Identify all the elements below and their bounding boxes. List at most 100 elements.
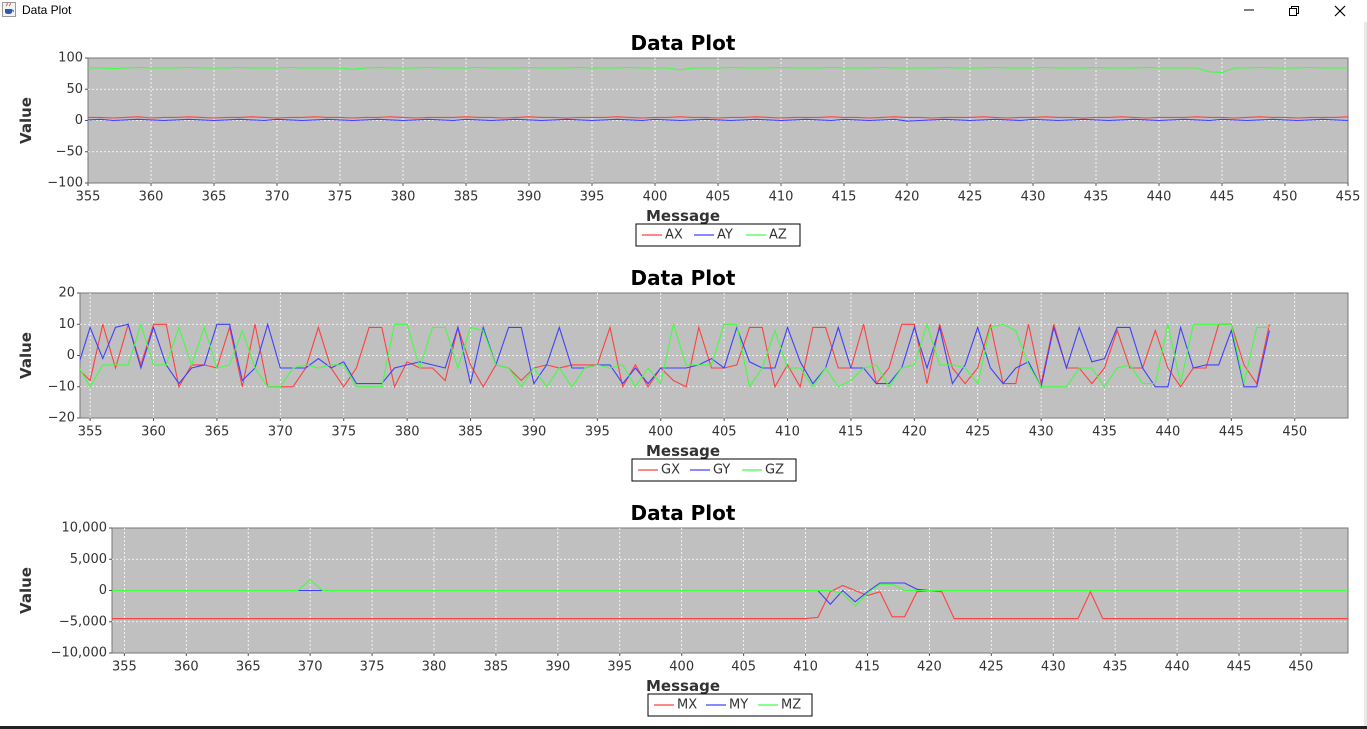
x-tick-label: 430 xyxy=(1041,660,1066,675)
legend-label: MY xyxy=(729,698,748,713)
y-axis-label: Value xyxy=(17,332,35,379)
x-tick-label: 420 xyxy=(917,660,942,675)
x-tick-label: 430 xyxy=(1029,425,1054,440)
x-tick-label: 395 xyxy=(580,190,605,205)
x-tick-label: 410 xyxy=(775,425,800,440)
x-tick-label: 390 xyxy=(545,660,570,675)
x-axis-label: Message xyxy=(646,677,720,695)
legend-box xyxy=(631,458,797,482)
x-tick-label: 455 xyxy=(1336,190,1361,205)
x-tick-label: 355 xyxy=(78,425,103,440)
y-tick-label: 20 xyxy=(58,286,75,301)
legend-box xyxy=(635,223,801,247)
x-tick-label: 425 xyxy=(979,660,1004,675)
x-tick-label: 380 xyxy=(422,660,447,675)
x-tick-label: 395 xyxy=(585,425,610,440)
x-tick-label: 395 xyxy=(607,660,632,675)
x-tick-label: 415 xyxy=(855,660,880,675)
x-tick-label: 365 xyxy=(205,425,230,440)
x-tick-label: 385 xyxy=(454,190,479,205)
legend: MX MY MZ xyxy=(647,693,813,717)
x-axis-label: Message xyxy=(646,442,720,460)
x-tick-label: 390 xyxy=(522,425,547,440)
legend-label: AY xyxy=(717,228,733,243)
minimize-button[interactable] xyxy=(1226,0,1272,22)
x-tick-label: 365 xyxy=(202,190,227,205)
chart-3: Data Plot 10,000 5,000 0 −5,000 −10,000 355 360… xyxy=(17,501,1349,717)
series-line-gy xyxy=(80,322,1270,389)
y-tick-label: 10,000 xyxy=(62,521,108,536)
x-tick-label: 400 xyxy=(643,190,668,205)
x-tick-label: 360 xyxy=(174,660,199,675)
x-tick-label: 450 xyxy=(1273,190,1298,205)
legend-label: MZ xyxy=(781,698,801,713)
x-tick-label: 370 xyxy=(298,660,323,675)
legend: GX GY GZ xyxy=(631,458,797,482)
x-tick-label: 385 xyxy=(484,660,509,675)
series-group xyxy=(88,66,1348,122)
chart-title: Data Plot xyxy=(631,501,736,525)
y-tick-label: −20 xyxy=(48,411,75,426)
legend-box xyxy=(647,693,813,717)
series-group xyxy=(80,322,1270,389)
y-tick-label: −100 xyxy=(47,176,83,191)
x-tick-label: 375 xyxy=(331,425,356,440)
y-tick-label: −50 xyxy=(56,144,83,159)
y-tick-label: 0 xyxy=(99,583,107,598)
x-tick-label: 425 xyxy=(965,425,990,440)
x-tick-label: 390 xyxy=(517,190,542,205)
window-titlebar: Data Plot xyxy=(0,0,1367,22)
y-tick-label: −10 xyxy=(48,379,75,394)
x-tick-label: 445 xyxy=(1219,425,1244,440)
x-tick-label: 375 xyxy=(360,660,385,675)
series-line-ax xyxy=(88,116,1348,119)
legend-label: AX xyxy=(665,228,683,243)
x-tick-label: 370 xyxy=(268,425,293,440)
series-line-ay xyxy=(88,118,1348,122)
x-axis-label: Message xyxy=(646,207,720,225)
x-tick-label: 380 xyxy=(395,425,420,440)
legend-label: GY xyxy=(713,463,730,478)
x-tick-label: 365 xyxy=(236,660,261,675)
y-axis-label: Value xyxy=(17,567,35,614)
legend-label: GX xyxy=(661,463,680,478)
series-line-mz xyxy=(112,579,1348,607)
x-tick-label: 435 xyxy=(1092,425,1117,440)
series-line-gz xyxy=(80,322,1270,389)
close-button[interactable] xyxy=(1317,0,1363,22)
x-tick-label: 445 xyxy=(1210,190,1235,205)
window-title: Data Plot xyxy=(22,3,72,17)
x-tick-label: 410 xyxy=(769,190,794,205)
y-tick-label: 10 xyxy=(58,317,75,332)
x-tick-label: 415 xyxy=(832,190,857,205)
x-tick-label: 440 xyxy=(1147,190,1172,205)
x-tick-label: 370 xyxy=(265,190,290,205)
vertical-scrollbar[interactable] xyxy=(1364,22,1367,727)
y-tick-label: 5,000 xyxy=(70,552,107,567)
legend: AX AY AZ xyxy=(635,223,801,247)
grid xyxy=(88,58,1348,183)
x-tick-label: 360 xyxy=(141,425,166,440)
x-tick-label: 420 xyxy=(895,190,920,205)
chart-title: Data Plot xyxy=(631,266,736,290)
x-tick-label: 400 xyxy=(648,425,673,440)
x-tick-label: 405 xyxy=(731,660,756,675)
x-tick-label: 430 xyxy=(1021,190,1046,205)
x-tick-label: 360 xyxy=(139,190,164,205)
y-tick-label: 0 xyxy=(75,113,83,128)
java-cup-icon xyxy=(2,2,16,17)
legend-label: AZ xyxy=(769,228,787,243)
x-tick-label: 400 xyxy=(669,660,694,675)
x-tick-label: 415 xyxy=(839,425,864,440)
y-tick-label: 0 xyxy=(67,348,75,363)
close-icon xyxy=(1334,5,1346,17)
y-tick-label: 100 xyxy=(58,51,83,66)
x-tick-label: 420 xyxy=(902,425,927,440)
y-axis-label: Value xyxy=(17,97,35,144)
y-tick-label: 50 xyxy=(66,82,83,97)
restore-button[interactable] xyxy=(1271,0,1317,22)
legend-label: GZ xyxy=(765,463,784,478)
series-group xyxy=(112,579,1348,620)
